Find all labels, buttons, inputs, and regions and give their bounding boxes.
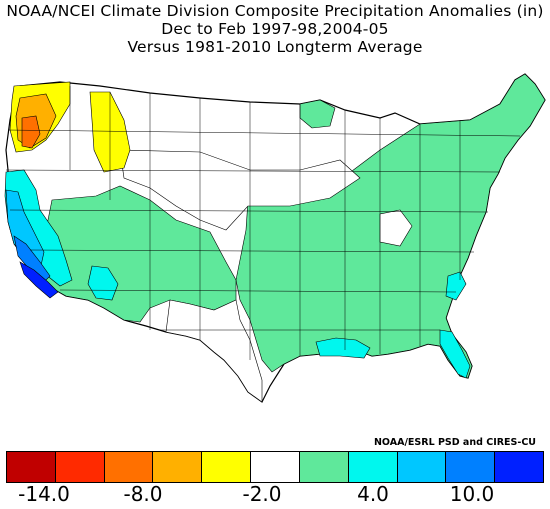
colorbar-swatch xyxy=(348,452,398,482)
map-title-line-1: NOAA/NCEI Climate Division Composite Pre… xyxy=(6,2,544,20)
colorbar-swatch xyxy=(397,452,447,482)
dark-blue-region-southern-california xyxy=(19,261,59,299)
cyan-region-florida xyxy=(439,329,471,379)
colorbar-tick-label: -2.0 xyxy=(242,482,282,506)
colorbar xyxy=(6,451,544,483)
colorbar-swatch xyxy=(202,452,252,482)
blue-region-southern-california xyxy=(13,235,51,283)
data-credit: NOAA/ESRL PSD and CIRES-CU xyxy=(373,437,536,448)
colorbar-swatch xyxy=(299,452,349,482)
orange-region-oregon-coast xyxy=(21,115,41,149)
colorbar-tick-label: -8.0 xyxy=(123,482,163,506)
map-title-line-2: Dec to Feb 1997-98,2004-05 xyxy=(161,20,389,38)
map-title-line-3: Versus 1981-2010 Longterm Average xyxy=(127,38,423,56)
cyan-region-arizona xyxy=(87,265,119,301)
climate-division-borders xyxy=(5,86,521,360)
colorbar-swatch xyxy=(55,452,105,482)
colorbar-swatch xyxy=(495,452,543,482)
white-region-south-plains xyxy=(165,299,263,403)
colorbar-swatch xyxy=(446,452,496,482)
cyan-region-carolina-coast xyxy=(445,271,467,301)
cyan-region-gulf-coast xyxy=(315,337,371,359)
colorbar-tick-label: 10.0 xyxy=(449,482,495,506)
colorbar-swatch xyxy=(153,452,203,482)
colorbar-tick-label: 4.0 xyxy=(357,482,389,506)
colorbar-tick-label: -14.0 xyxy=(18,482,70,506)
colorbar-swatch xyxy=(104,452,154,482)
colorbar-swatch xyxy=(251,452,300,482)
colorbar-swatch xyxy=(7,452,56,482)
